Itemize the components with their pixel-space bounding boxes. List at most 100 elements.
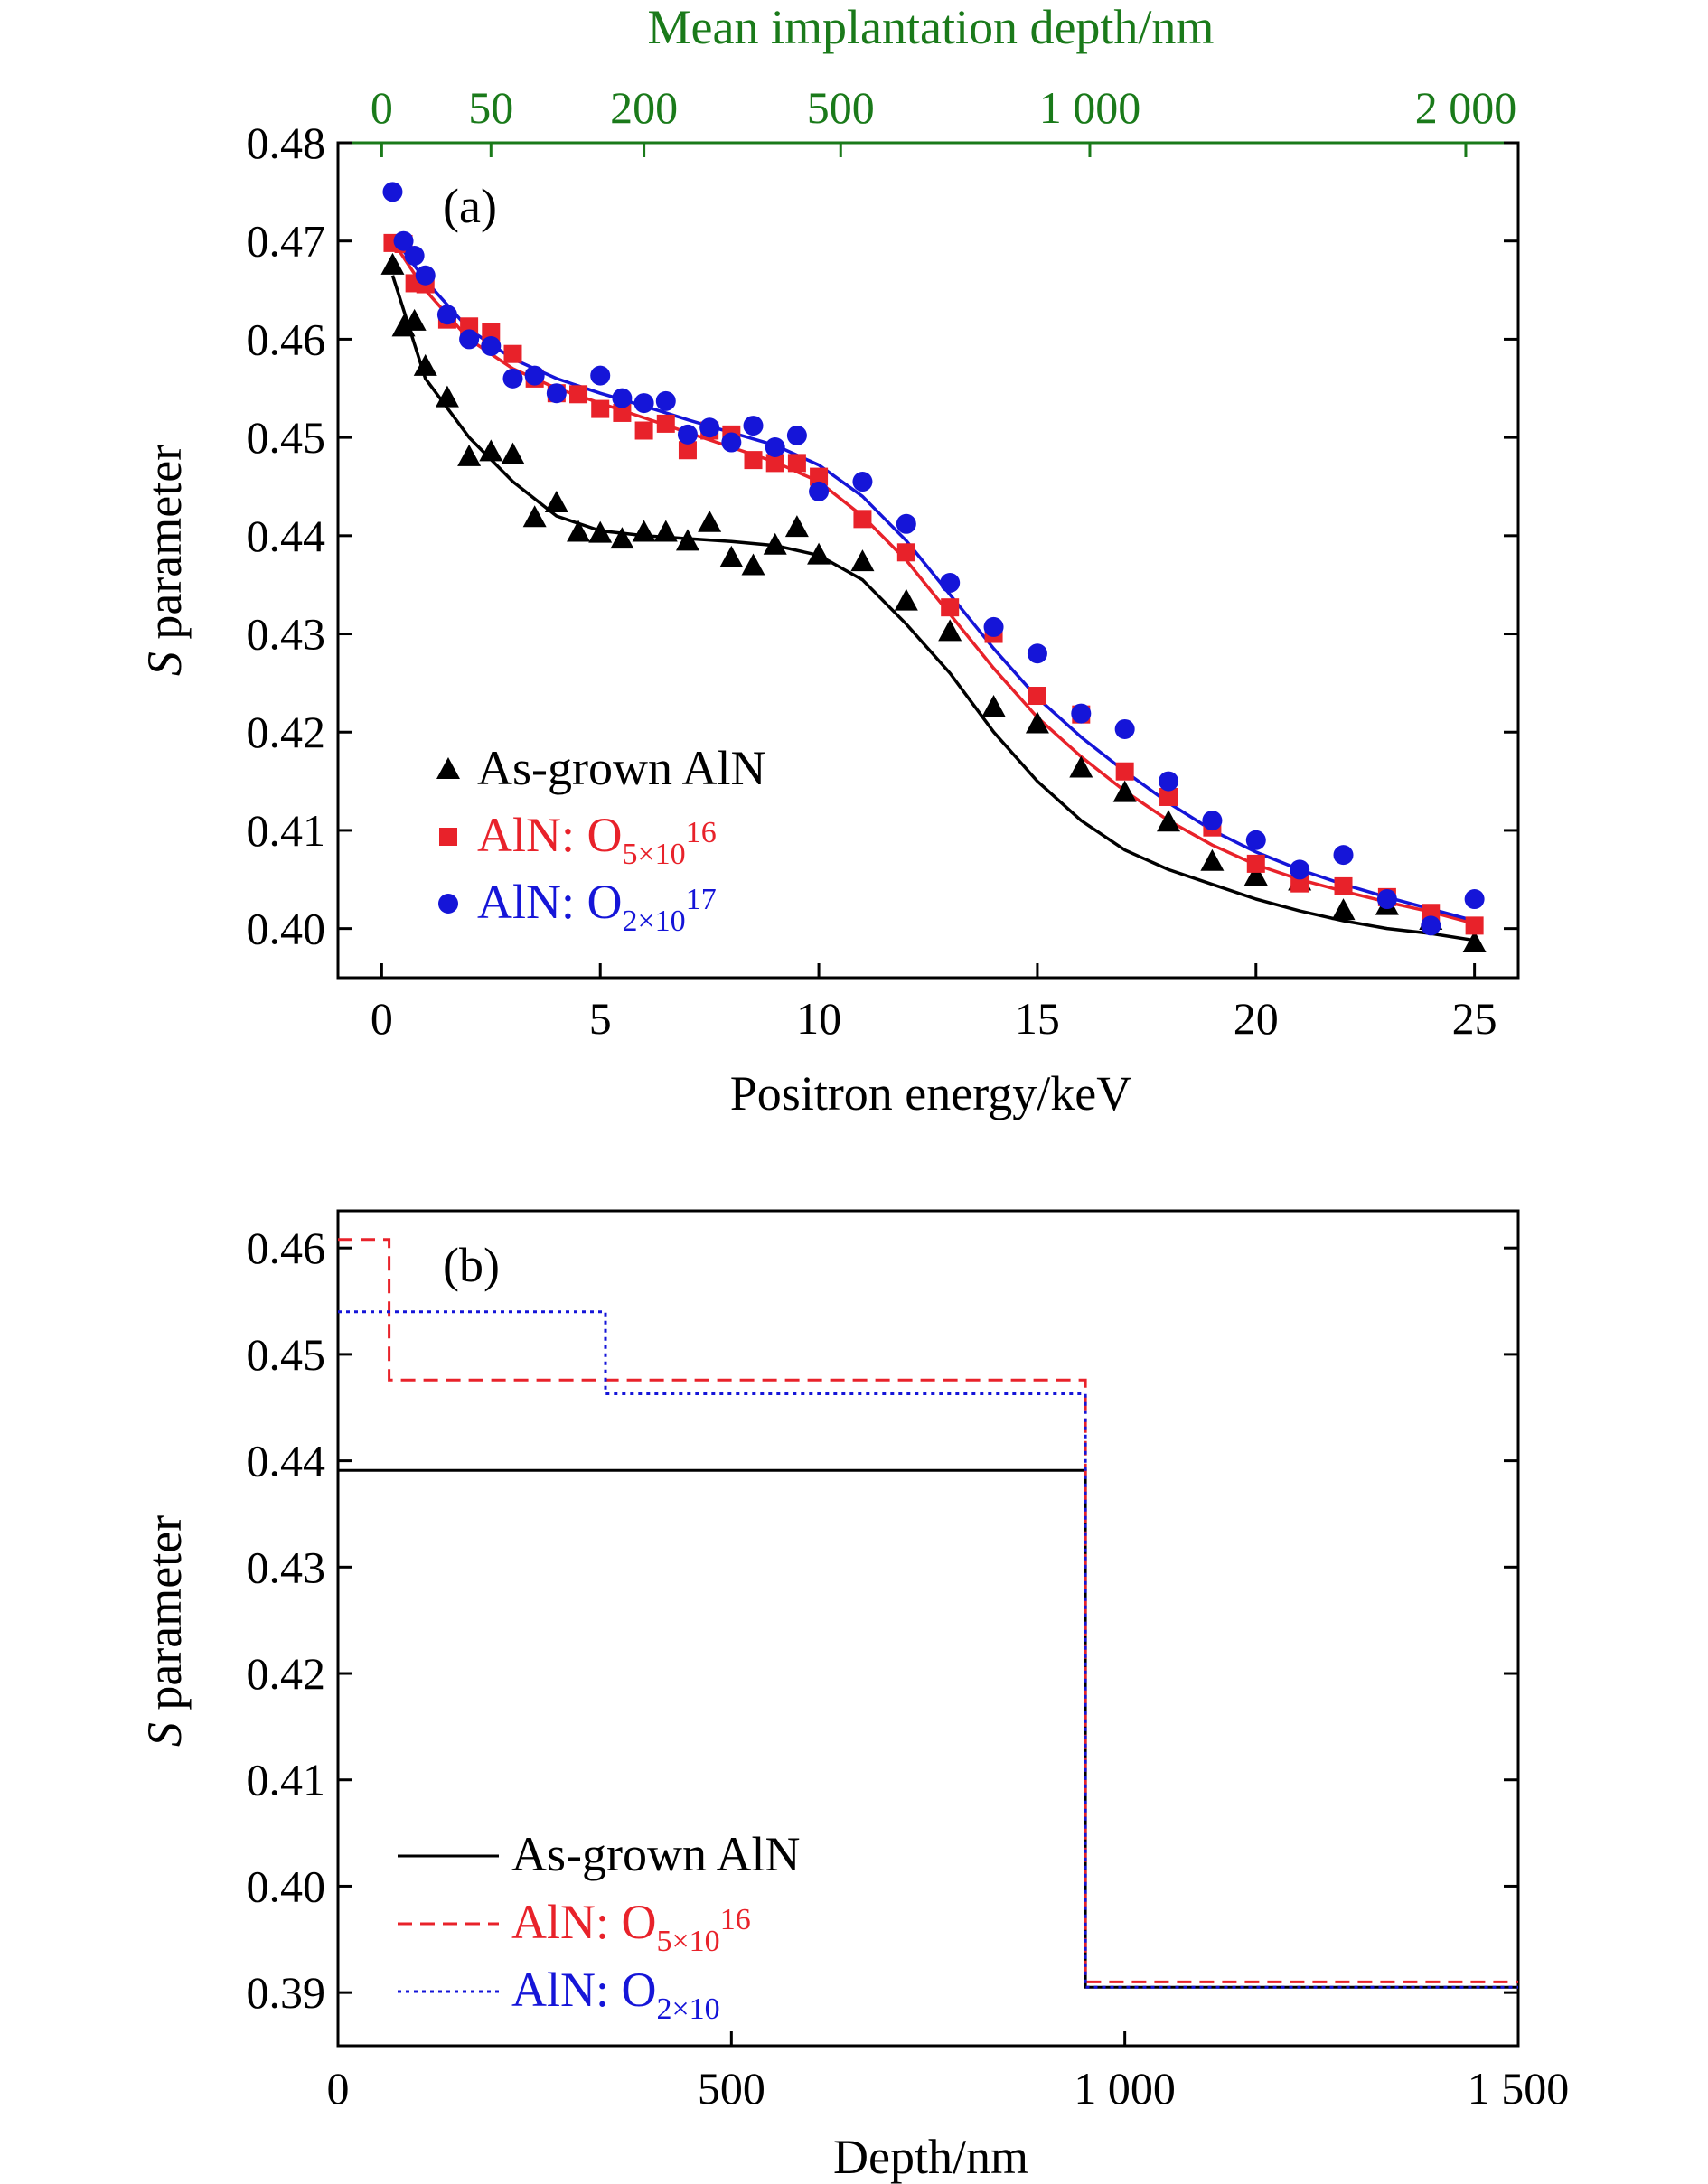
- data-point-circle: [633, 393, 654, 414]
- y-tick-label: 0.39: [247, 1967, 326, 2018]
- x-tick-label: 5: [589, 993, 612, 1044]
- y-axis-title: S parameter: [137, 445, 192, 676]
- data-point-square: [591, 399, 610, 418]
- step-line: [338, 1310, 1518, 1989]
- data-point-circle: [1245, 830, 1266, 850]
- panel-b: 0 500 1 000 1 500 0.390.400.410.420.430.440…: [137, 1209, 1569, 2184]
- data-point-square: [744, 451, 763, 470]
- data-point-square: [810, 467, 829, 486]
- data-point-square: [1290, 874, 1309, 893]
- data-point-circle: [1114, 718, 1135, 739]
- data-point-triangle: [544, 490, 568, 512]
- legend-marker-circle: [438, 894, 458, 914]
- data-point-circle: [1290, 859, 1310, 880]
- data-point-circle: [1027, 643, 1047, 664]
- fit-curve: [390, 275, 1475, 942]
- legend-label: AlN: O2×10: [511, 1963, 720, 2026]
- y-tick-label: 0.40: [247, 904, 326, 954]
- x-axis-ticks: 0 500 1 000 1 500: [327, 2031, 1569, 2114]
- data-point-triangle: [1112, 780, 1137, 802]
- y-tick-label: 0.46: [247, 1223, 326, 1273]
- y-tick-label: 0.40: [247, 1861, 326, 1911]
- x-axis-ticks: 0 5 10 15 20 25: [371, 963, 1497, 1044]
- data-point-triangle: [1462, 930, 1487, 952]
- data-point-triangle: [1331, 898, 1356, 921]
- data-point-circle: [382, 182, 403, 202]
- x-tick-label: 0: [371, 993, 393, 1044]
- data-point-circle: [852, 472, 873, 492]
- data-point-square: [634, 421, 653, 440]
- x-tick-label: 0: [327, 2063, 350, 2114]
- data-point-circle: [1333, 845, 1354, 866]
- data-point-triangle: [807, 542, 831, 565]
- data-point-circle: [983, 616, 1004, 637]
- x-tick-label: 25: [1452, 993, 1497, 1044]
- data-point-circle: [524, 365, 545, 386]
- data-point-triangle: [763, 532, 787, 555]
- top-tick-label: 1 000: [1039, 82, 1141, 133]
- data-point-square: [853, 510, 872, 529]
- data-point-circle: [721, 432, 742, 453]
- y-tick-label: 0.42: [247, 707, 326, 757]
- data-point-triangle: [435, 385, 459, 408]
- panel-label-b: (b): [443, 1238, 500, 1292]
- data-point-circle: [502, 368, 523, 389]
- data-point-triangle: [1200, 848, 1225, 871]
- data-point-circle: [415, 265, 436, 286]
- data-point-triangle: [894, 588, 918, 611]
- y-tick-label: 0.44: [247, 1436, 326, 1486]
- x-axis-title: Depth/nm: [833, 2130, 1028, 2184]
- data-point-circle: [1464, 889, 1485, 910]
- data-point-triangle: [850, 549, 875, 572]
- data-point-triangle: [402, 308, 427, 331]
- data-point-circle: [809, 481, 830, 501]
- data-point-circle: [590, 365, 611, 386]
- data-point-square: [1334, 876, 1353, 895]
- data-point-square: [569, 385, 588, 404]
- legend-label: As-grown AlN: [477, 741, 766, 795]
- data-point-square: [941, 598, 960, 617]
- top-tick-label: 50: [468, 82, 513, 133]
- data-point-circle: [786, 425, 807, 445]
- data-point-triangle: [380, 252, 405, 275]
- data-point-circle: [1376, 889, 1397, 910]
- data-point-circle: [940, 573, 961, 594]
- y-tick-label: 0.44: [247, 511, 326, 561]
- data-point-circle: [655, 390, 676, 411]
- data-point-triangle: [675, 529, 699, 551]
- data-point-circle: [459, 329, 480, 350]
- data-point-square: [1159, 787, 1178, 806]
- data-point-circle: [1202, 811, 1223, 831]
- top-tick-label: 500: [807, 82, 875, 133]
- data-point-square: [503, 344, 522, 363]
- data-point-circle: [765, 436, 785, 457]
- data-point-triangle: [741, 553, 765, 576]
- top-axis-title: Mean implantation depth/nm: [648, 0, 1215, 54]
- y-tick-label: 0.45: [247, 1329, 326, 1380]
- data-point-triangle: [784, 515, 809, 538]
- panel-a: 0 5 10 15 20 25 0.400.410.420.430.440.450.460…: [137, 0, 1520, 1120]
- data-points: [380, 182, 1487, 952]
- y-tick-label: 0.48: [247, 117, 326, 168]
- x-tick-label: 10: [796, 993, 841, 1044]
- y-tick-label: 0.45: [247, 412, 326, 463]
- data-point-triangle: [653, 520, 678, 542]
- data-point-square: [765, 454, 784, 473]
- data-point-square: [1028, 687, 1046, 706]
- data-point-triangle: [479, 439, 503, 462]
- data-point-circle: [404, 246, 425, 267]
- data-point-triangle: [457, 444, 482, 466]
- data-point-circle: [1159, 771, 1179, 792]
- x-tick-label: 15: [1015, 993, 1060, 1044]
- data-point-triangle: [391, 314, 416, 337]
- y-tick-label: 0.41: [247, 1755, 326, 1805]
- data-point-triangle: [567, 520, 591, 542]
- top-tick-label: 2 000: [1415, 82, 1517, 133]
- data-point-triangle: [938, 619, 962, 642]
- y-tick-label: 0.47: [247, 216, 326, 267]
- data-point-circle: [1071, 703, 1092, 724]
- x-tick-label: 500: [698, 2063, 765, 2114]
- data-point-circle: [896, 513, 916, 534]
